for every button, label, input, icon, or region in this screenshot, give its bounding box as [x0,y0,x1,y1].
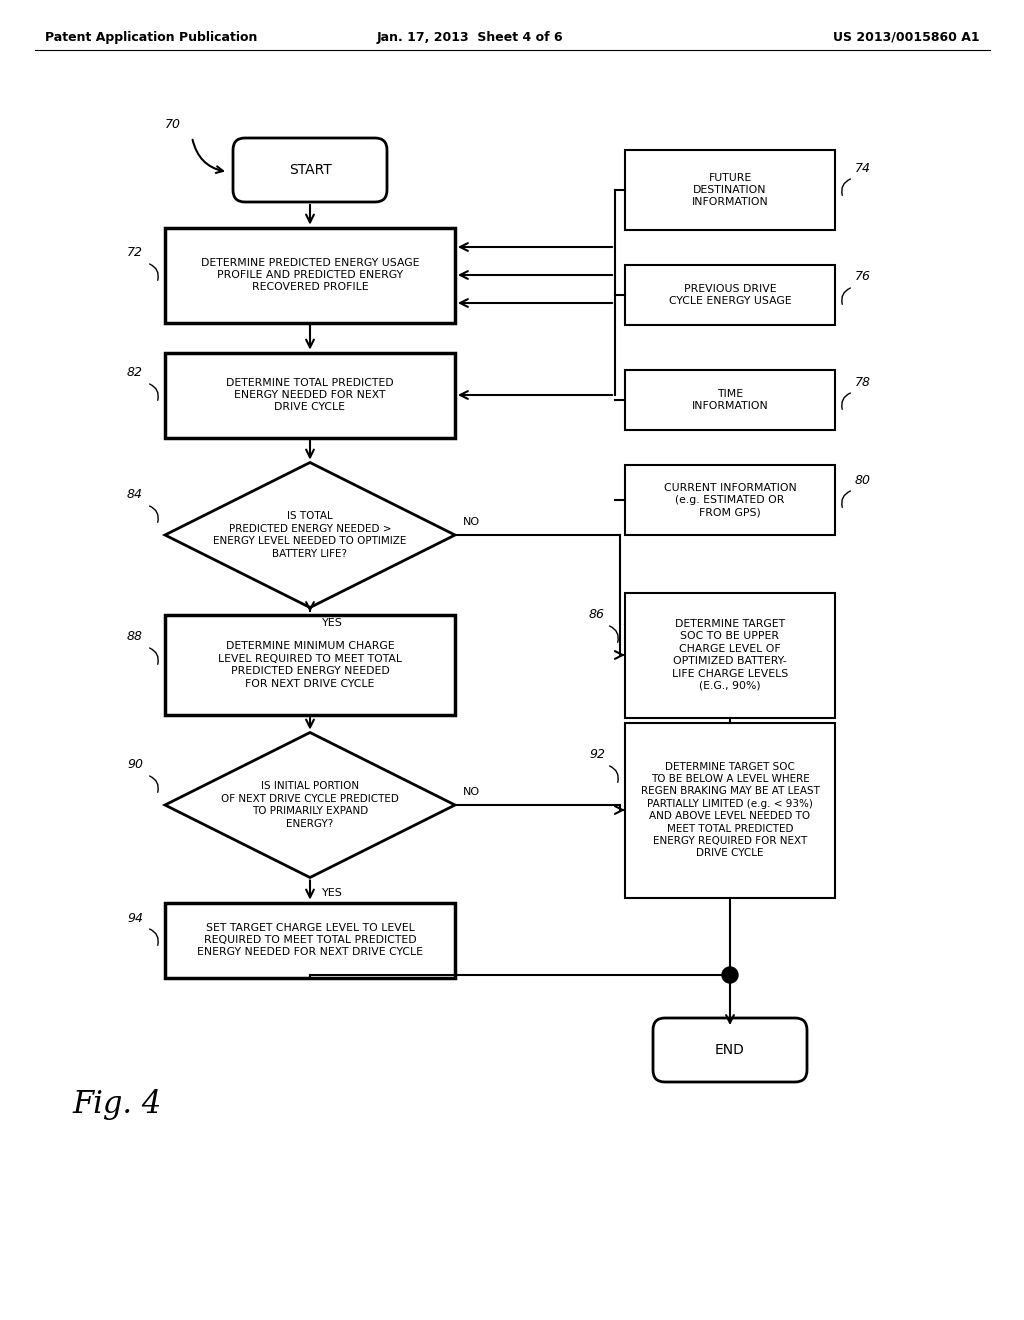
FancyBboxPatch shape [625,265,835,325]
Text: PREVIOUS DRIVE
CYCLE ENERGY USAGE: PREVIOUS DRIVE CYCLE ENERGY USAGE [669,284,792,306]
Text: DETERMINE TARGET
SOC TO BE UPPER
CHARGE LEVEL OF
OPTIMIZED BATTERY-
LIFE CHARGE : DETERMINE TARGET SOC TO BE UPPER CHARGE … [672,619,788,690]
Text: DETERMINE TOTAL PREDICTED
ENERGY NEEDED FOR NEXT
DRIVE CYCLE: DETERMINE TOTAL PREDICTED ENERGY NEEDED … [226,378,394,412]
FancyBboxPatch shape [653,1018,807,1082]
Text: CURRENT INFORMATION
(e.g. ESTIMATED OR
FROM GPS): CURRENT INFORMATION (e.g. ESTIMATED OR F… [664,483,797,517]
Text: 82: 82 [127,367,143,380]
Text: Fig. 4: Fig. 4 [72,1089,161,1121]
Text: 84: 84 [127,488,143,502]
FancyBboxPatch shape [625,150,835,230]
FancyArrowPatch shape [842,180,850,195]
Text: DETERMINE MINIMUM CHARGE
LEVEL REQUIRED TO MEET TOTAL
PREDICTED ENERGY NEEDED
FO: DETERMINE MINIMUM CHARGE LEVEL REQUIRED … [218,642,402,689]
Text: 86: 86 [589,609,605,622]
Text: 90: 90 [127,759,143,771]
Text: IS INITIAL PORTION
OF NEXT DRIVE CYCLE PREDICTED
TO PRIMARILY EXPAND
ENERGY?: IS INITIAL PORTION OF NEXT DRIVE CYCLE P… [221,781,399,829]
Text: US 2013/0015860 A1: US 2013/0015860 A1 [834,30,980,44]
Text: 92: 92 [589,748,605,762]
Text: 88: 88 [127,631,143,644]
FancyArrowPatch shape [193,140,223,173]
FancyArrowPatch shape [842,393,850,409]
Polygon shape [165,462,455,607]
Text: YES: YES [322,887,343,898]
Text: 72: 72 [127,247,143,260]
Text: NO: NO [463,517,480,527]
FancyBboxPatch shape [165,352,455,437]
Text: SET TARGET CHARGE LEVEL TO LEVEL
REQUIRED TO MEET TOTAL PREDICTED
ENERGY NEEDED : SET TARGET CHARGE LEVEL TO LEVEL REQUIRE… [197,923,423,957]
Text: IS TOTAL
PREDICTED ENERGY NEEDED >
ENERGY LEVEL NEEDED TO OPTIMIZE
BATTERY LIFE?: IS TOTAL PREDICTED ENERGY NEEDED > ENERG… [213,511,407,558]
FancyBboxPatch shape [625,593,835,718]
Text: END: END [715,1043,744,1057]
FancyArrowPatch shape [609,766,618,783]
FancyBboxPatch shape [165,615,455,715]
Text: 78: 78 [855,375,871,388]
FancyArrowPatch shape [150,506,159,523]
FancyBboxPatch shape [233,139,387,202]
FancyArrowPatch shape [842,288,850,305]
Text: DETERMINE TARGET SOC
TO BE BELOW A LEVEL WHERE
REGEN BRAKING MAY BE AT LEAST
PAR: DETERMINE TARGET SOC TO BE BELOW A LEVEL… [641,762,819,858]
Text: Jan. 17, 2013  Sheet 4 of 6: Jan. 17, 2013 Sheet 4 of 6 [377,30,563,44]
FancyBboxPatch shape [165,227,455,322]
FancyBboxPatch shape [625,722,835,898]
Text: 74: 74 [855,161,871,174]
FancyArrowPatch shape [150,384,159,400]
Text: 94: 94 [127,912,143,924]
FancyArrowPatch shape [150,929,159,945]
Text: 76: 76 [855,271,871,284]
Text: 70: 70 [165,119,181,132]
FancyArrowPatch shape [150,776,159,792]
Text: DETERMINE PREDICTED ENERGY USAGE
PROFILE AND PREDICTED ENERGY
RECOVERED PROFILE: DETERMINE PREDICTED ENERGY USAGE PROFILE… [201,257,419,293]
Text: NO: NO [463,787,480,797]
Text: FUTURE
DESTINATION
INFORMATION: FUTURE DESTINATION INFORMATION [691,173,768,207]
Text: Patent Application Publication: Patent Application Publication [45,30,257,44]
Text: START: START [289,162,332,177]
Text: TIME
INFORMATION: TIME INFORMATION [691,389,768,412]
Text: 80: 80 [855,474,871,487]
FancyArrowPatch shape [842,491,850,507]
Polygon shape [165,733,455,878]
FancyArrowPatch shape [150,648,159,664]
Circle shape [722,968,738,983]
Text: YES: YES [322,618,343,627]
FancyBboxPatch shape [625,465,835,535]
FancyArrowPatch shape [150,264,159,280]
FancyBboxPatch shape [165,903,455,978]
FancyArrowPatch shape [609,626,618,643]
FancyBboxPatch shape [625,370,835,430]
